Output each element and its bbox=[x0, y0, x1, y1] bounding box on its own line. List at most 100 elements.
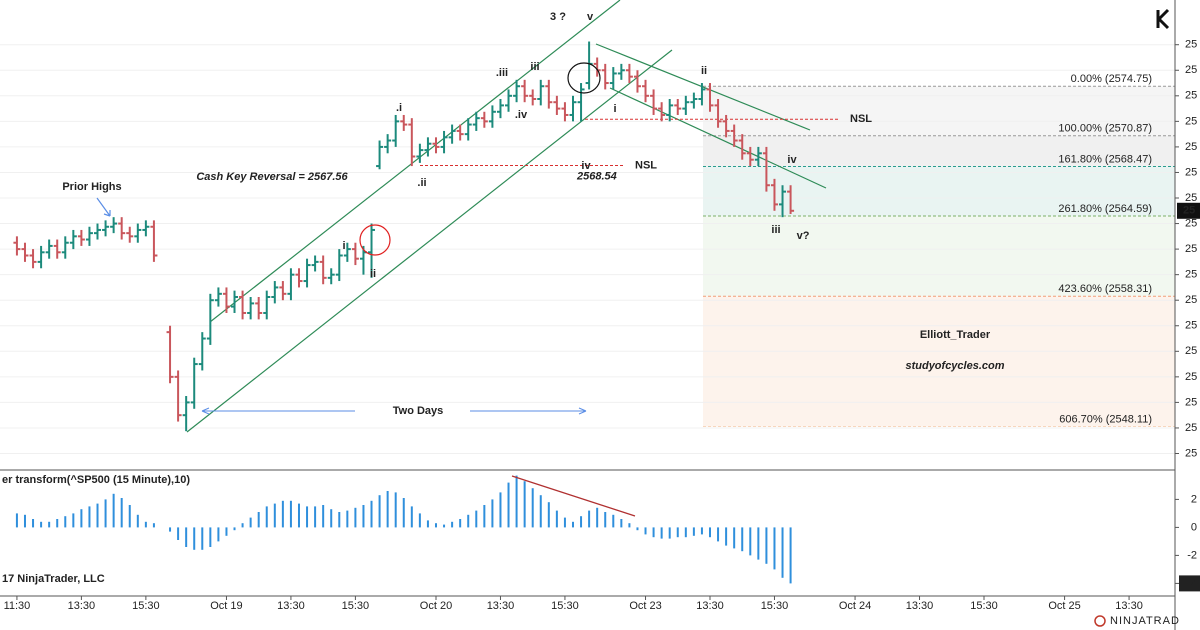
annotation: Prior Highs bbox=[62, 181, 121, 193]
last-price-label: 25 bbox=[1183, 205, 1195, 217]
highlight-circle bbox=[567, 62, 601, 94]
annotation: i bbox=[613, 103, 616, 115]
fib-label: 606.70% (2548.11) bbox=[1059, 413, 1152, 425]
indicator-bar bbox=[386, 491, 389, 528]
indicator-bar bbox=[112, 493, 115, 528]
fib-label: 161.80% (2568.47) bbox=[1058, 153, 1152, 165]
y-tick-label: 0 bbox=[1191, 521, 1197, 533]
arrow bbox=[96, 197, 111, 217]
nsl-value-label: 2568.54 bbox=[576, 170, 617, 182]
logo-icon bbox=[1094, 615, 1106, 627]
indicator-bar bbox=[499, 492, 502, 528]
annotation: ii bbox=[701, 65, 707, 77]
annotation: i bbox=[342, 240, 345, 252]
indicator-bar bbox=[257, 512, 260, 528]
indicator-bar bbox=[563, 517, 566, 528]
toolbar-icon[interactable] bbox=[1156, 8, 1170, 30]
indicator-bar bbox=[725, 527, 728, 546]
indicator-bar bbox=[104, 499, 107, 528]
fib-zone bbox=[703, 216, 1175, 297]
y-tick-label: 25 bbox=[1185, 39, 1197, 51]
indicator-bar bbox=[733, 527, 736, 549]
annotation: iv bbox=[581, 160, 591, 172]
y-tick-label: 25 bbox=[1185, 243, 1197, 255]
fib-label: 0.00% (2574.75) bbox=[1071, 73, 1152, 85]
indicator-bar bbox=[596, 507, 599, 528]
tick-tag bbox=[1179, 575, 1200, 592]
copyright: 17 NinjaTrader, LLC bbox=[2, 573, 105, 585]
x-tick-label: Oct 19 bbox=[210, 600, 242, 612]
indicator-bar bbox=[523, 481, 526, 528]
x-tick-label: Oct 25 bbox=[1048, 600, 1080, 612]
annotation: studyofcycles.com bbox=[905, 360, 1004, 372]
fib-zone bbox=[703, 296, 1175, 427]
indicator-bar bbox=[789, 527, 792, 584]
indicator-bar bbox=[330, 509, 333, 528]
indicator-bar bbox=[120, 498, 123, 528]
indicator-bar bbox=[451, 521, 454, 528]
x-tick-label: 11:30 bbox=[4, 600, 31, 612]
indicator-bar bbox=[620, 519, 623, 528]
indicator-bar bbox=[56, 519, 59, 528]
indicator-bar bbox=[668, 527, 671, 539]
indicator-bar bbox=[652, 527, 655, 538]
indicator-bar bbox=[144, 521, 147, 528]
main-layer: 25252525252525252525252525252525250.00% … bbox=[4, 0, 1200, 612]
indicator-bar bbox=[354, 507, 357, 528]
indicator-bar bbox=[539, 495, 542, 528]
annotation: .iv bbox=[515, 109, 528, 121]
annotation: iii bbox=[530, 61, 539, 73]
indicator-bar bbox=[322, 505, 325, 528]
annotation: Two Days bbox=[393, 405, 444, 417]
indicator-bar bbox=[749, 527, 752, 556]
indicator-bar bbox=[32, 519, 35, 528]
indicator-bar bbox=[555, 510, 558, 528]
indicator-bar bbox=[660, 527, 663, 539]
indicator-bar bbox=[588, 510, 591, 528]
x-tick-label: 13:30 bbox=[696, 600, 724, 612]
indicator-bar bbox=[15, 513, 18, 528]
y-tick-label: 25 bbox=[1185, 166, 1197, 178]
x-tick-label: 15:30 bbox=[551, 600, 579, 612]
indicator-bar bbox=[684, 527, 687, 538]
trend-line bbox=[609, 87, 827, 189]
y-tick-label: 25 bbox=[1185, 115, 1197, 127]
annotation: .i bbox=[396, 102, 402, 114]
indicator-bar bbox=[225, 527, 228, 536]
annotation: Elliott_Trader bbox=[920, 329, 991, 341]
indicator-bar bbox=[491, 499, 494, 528]
y-tick-label: 25 bbox=[1185, 371, 1197, 383]
nsl-label: NSL bbox=[850, 113, 872, 125]
indicator-bar bbox=[717, 527, 720, 542]
y-tick-label: 25 bbox=[1185, 320, 1197, 332]
indicator-bar bbox=[426, 520, 429, 528]
indicator-bar bbox=[612, 514, 615, 528]
indicator-bar bbox=[40, 521, 43, 528]
indicator-bar bbox=[580, 516, 583, 528]
indicator-bar bbox=[467, 514, 470, 528]
indicator-bar bbox=[700, 527, 703, 535]
indicator-bar bbox=[72, 513, 75, 528]
indicator-bar bbox=[273, 503, 276, 528]
x-tick-label: 13:30 bbox=[487, 600, 515, 612]
y-tick-label: -2 bbox=[1187, 549, 1197, 561]
y-tick-label: 25 bbox=[1185, 141, 1197, 153]
indicator-bar bbox=[410, 506, 413, 528]
fib-label: 100.00% (2570.87) bbox=[1058, 123, 1152, 135]
x-tick-label: 15:30 bbox=[970, 600, 998, 612]
indicator-bar bbox=[136, 514, 139, 528]
indicator-bar bbox=[515, 475, 518, 528]
indicator-bar bbox=[169, 527, 172, 532]
indicator-bar bbox=[434, 523, 437, 528]
indicator-bar bbox=[96, 503, 99, 528]
x-tick-label: 15:30 bbox=[761, 600, 789, 612]
y-tick-label: -4 bbox=[1187, 577, 1197, 589]
indicator-bar bbox=[233, 527, 236, 531]
indicator-bar bbox=[217, 527, 220, 542]
indicator-bar bbox=[201, 527, 204, 550]
indicator-bar bbox=[64, 516, 67, 528]
arrow bbox=[470, 407, 587, 415]
logo-text: NINJATRAD bbox=[1110, 615, 1180, 627]
indicator-bar bbox=[378, 495, 381, 528]
